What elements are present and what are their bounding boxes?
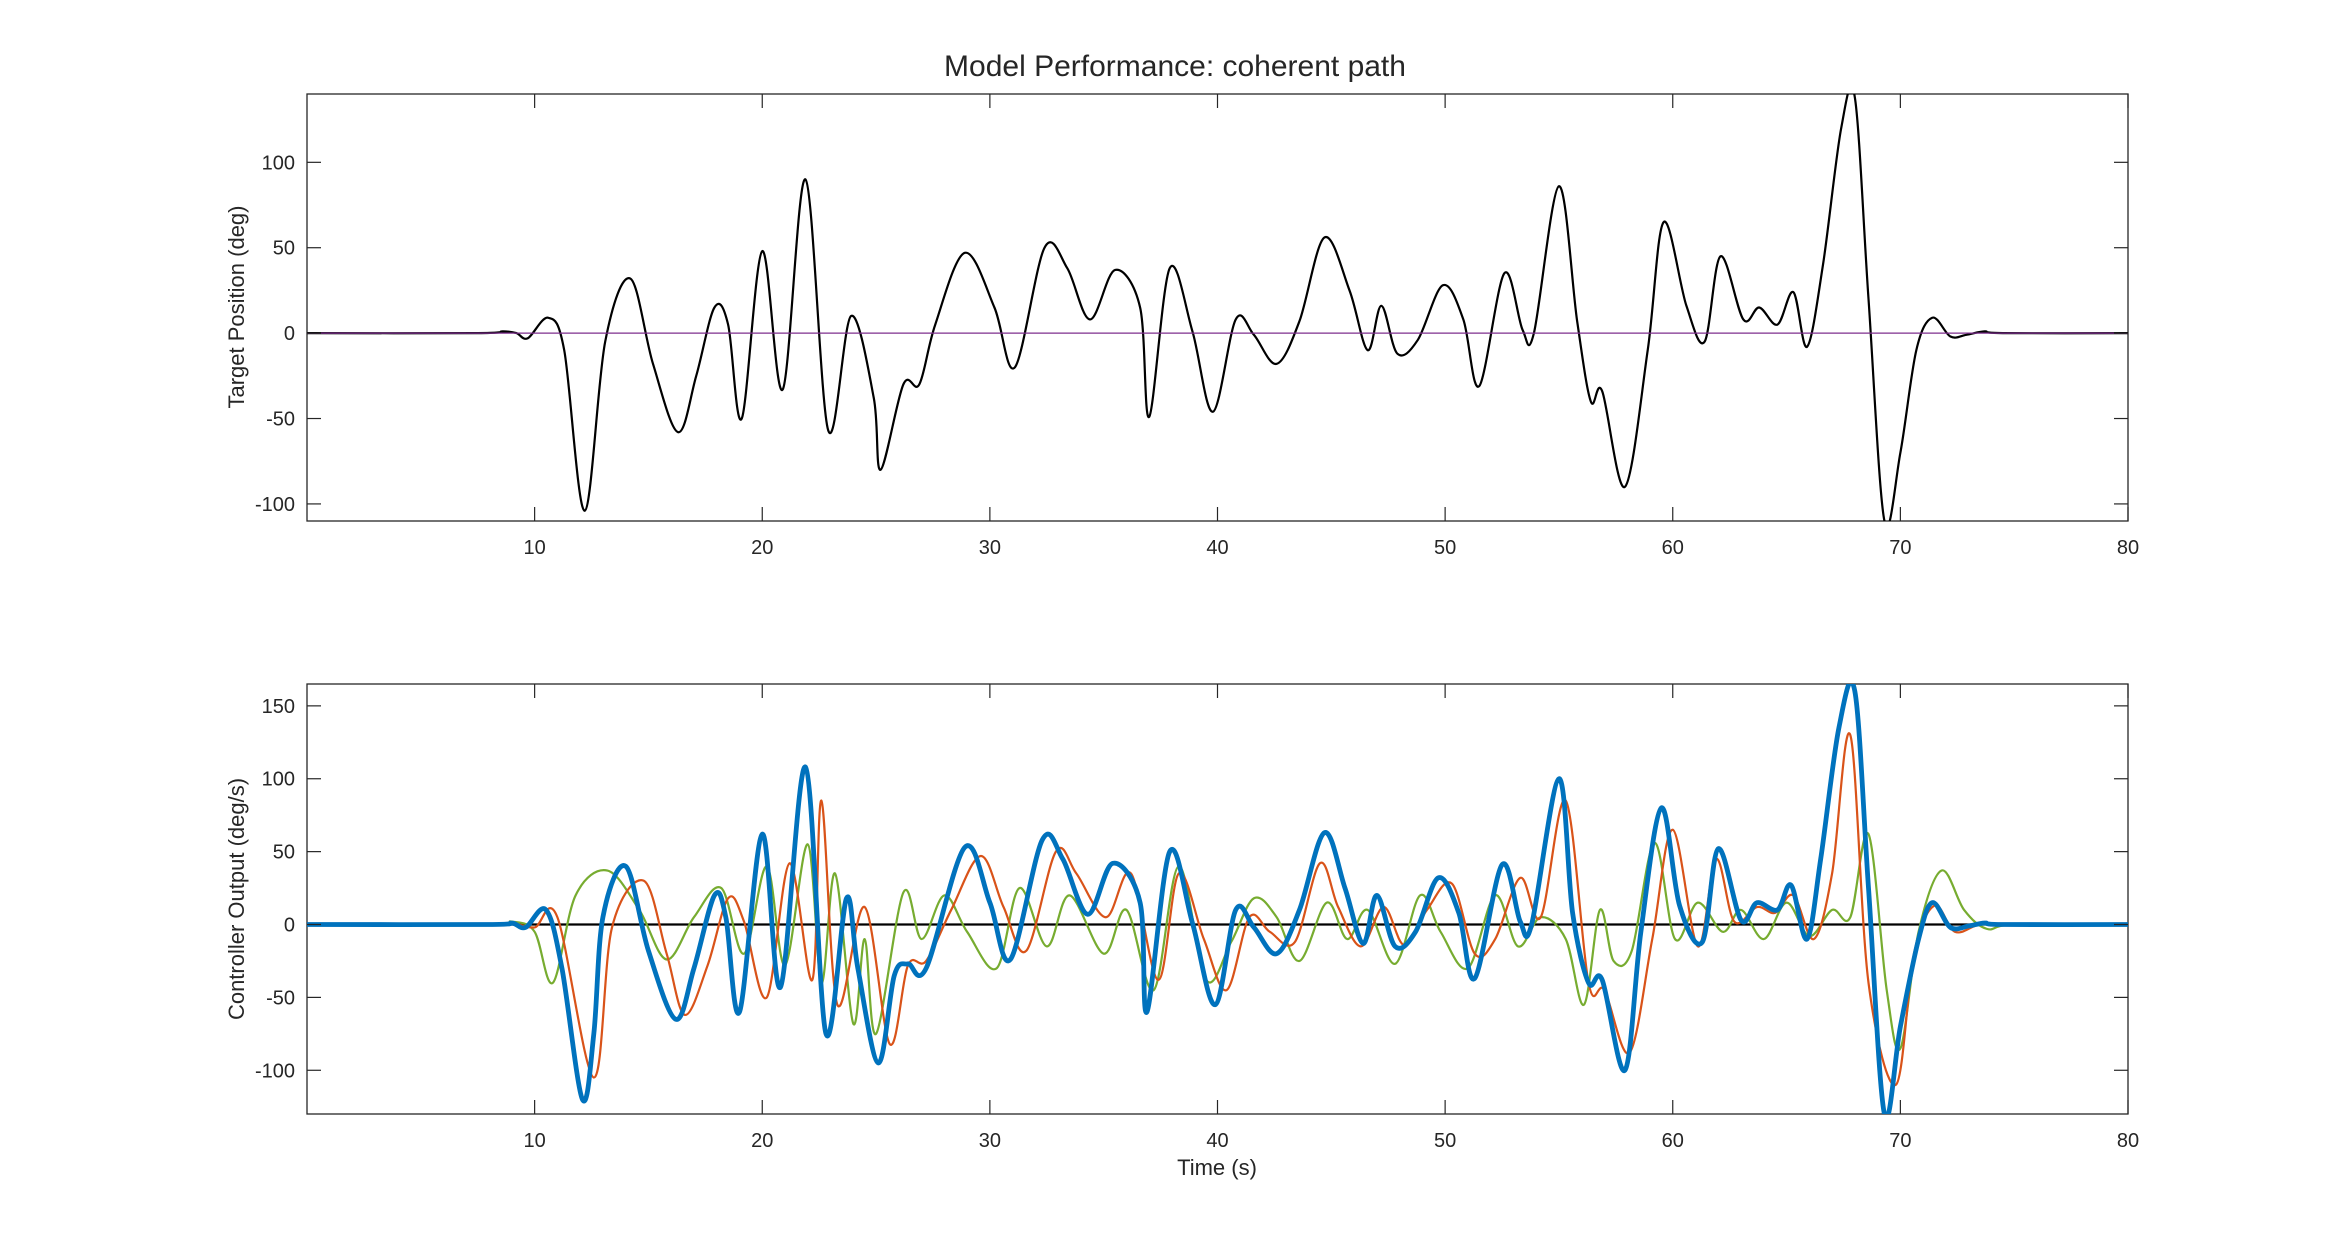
- y-tick-label: 100: [262, 769, 295, 791]
- y-tick-label: 0: [284, 323, 295, 345]
- y-tick-label: 150: [262, 696, 295, 718]
- figure-title: Model Performance: coherent path: [944, 50, 1406, 83]
- ticks-bottom: 10 20 30 40 50 60 70 80 -100 -50 0 50 100 150: [255, 684, 2139, 1152]
- x-tick-label: 10: [524, 537, 546, 559]
- x-tick-label: 70: [1889, 1130, 1911, 1152]
- target-position-axes: 10 20 30 40 50 60 70 80 -100 -50 0 50 100 Target Pos…: [224, 93, 2139, 559]
- y-axis-label-top: Target Position (deg): [224, 206, 249, 409]
- x-tick-label: 80: [2117, 1130, 2139, 1152]
- y-tick-label: -50: [266, 987, 295, 1009]
- axes-box: [306, 683, 2129, 1115]
- x-tick-label: 70: [1889, 537, 1911, 559]
- series-line-orange: [307, 732, 2128, 1086]
- axes-box: [306, 93, 2129, 522]
- y-tick-label: 50: [273, 238, 295, 260]
- x-tick-label: 80: [2117, 537, 2139, 559]
- x-tick-label: 20: [751, 537, 773, 559]
- x-tick-label: 30: [979, 1130, 1001, 1152]
- ticks-top: 10 20 30 40 50 60 70 80 -100 -50 0 50 100: [255, 94, 2139, 559]
- y-tick-label: -100: [255, 1060, 295, 1082]
- series-line-blue: [307, 684, 2128, 1114]
- controller-output-axes: 10 20 30 40 50 60 70 80 -100 -50 0 50 100 150 Control…: [224, 683, 2139, 1180]
- x-tick-label: 10: [524, 1130, 546, 1152]
- series-line-black: [307, 94, 2128, 521]
- x-axis-label-bottom: Time (s): [1177, 1155, 1257, 1180]
- x-tick-label: 60: [1662, 1130, 1684, 1152]
- x-tick-label: 40: [1206, 1130, 1228, 1152]
- plot-area-top: [307, 94, 2128, 521]
- y-tick-label: 0: [284, 915, 295, 937]
- x-tick-label: 60: [1662, 537, 1684, 559]
- y-tick-label: -50: [266, 409, 295, 431]
- y-tick-label: 100: [262, 152, 295, 174]
- y-tick-label: -100: [255, 494, 295, 516]
- x-tick-label: 50: [1434, 537, 1456, 559]
- x-tick-label: 50: [1434, 1130, 1456, 1152]
- x-tick-label: 40: [1206, 537, 1228, 559]
- x-tick-label: 30: [979, 537, 1001, 559]
- y-axis-label-bottom: Controller Output (deg/s): [224, 778, 249, 1020]
- y-tick-label: 50: [273, 842, 295, 864]
- plot-area-bottom: [307, 684, 2128, 1114]
- x-tick-label: 20: [751, 1130, 773, 1152]
